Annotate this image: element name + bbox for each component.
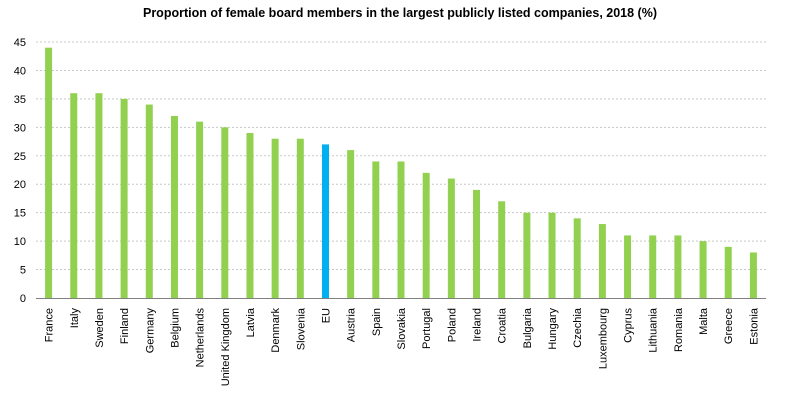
x-category-label: United Kingdom [220,308,232,386]
bar-lithuania [649,235,657,298]
bar-netherlands [196,121,204,299]
bar-ireland [473,189,481,298]
bar-united-kingdom [221,127,229,298]
bar-estonia [749,252,757,298]
bar-malta [699,241,707,298]
y-tick-labels: 0 5 10 15 20 25 30 35 40 45 [14,37,26,305]
x-category-label: Poland [446,308,458,342]
x-category-label: Estonia [748,307,760,345]
bar-poland [447,178,455,298]
bar-cyprus [624,235,632,298]
chart-title: Proportion of female board members in th… [142,6,657,20]
bars [45,47,757,299]
bar-finland [120,98,128,298]
bar-france [45,47,53,298]
x-category-label: Czechia [572,307,584,348]
x-category-label: Greece [723,308,735,344]
y-tick-label: 40 [14,65,26,77]
x-category-label: Ireland [472,308,484,342]
y-tick-label: 5 [20,265,26,277]
bar-croatia [498,201,506,298]
bar-luxembourg [598,224,606,298]
x-category-label: Luxembourg [597,308,609,369]
x-category-label: Romania [673,307,685,352]
x-category-label: Belgium [169,308,181,348]
x-category-label: Hungary [547,308,559,350]
x-category-label: Netherlands [195,308,207,368]
bar-denmark [271,138,279,298]
y-tick-label: 35 [14,94,26,106]
x-category-label: Sweden [94,308,106,348]
x-category-label: Portugal [421,308,433,349]
x-category-label: France [44,308,56,342]
x-category-label: Italy [69,308,81,329]
y-tick-label: 30 [14,122,26,134]
bar-germany [145,104,153,298]
x-category-label: Lithuania [648,307,660,353]
x-category-label: Austria [346,307,358,342]
bar-spain [372,161,380,298]
bar-slovenia [296,138,304,298]
bar-eu [321,144,329,298]
y-tick-label: 15 [14,208,26,220]
y-tick-label: 25 [14,151,26,163]
x-category-label: Denmark [270,308,282,353]
x-category-label: Croatia [497,307,509,343]
x-category-label: Cyprus [623,308,635,343]
y-tick-label: 45 [14,37,26,49]
bar-greece [724,246,732,298]
bar-hungary [548,212,556,298]
x-category-label: Bulgaria [522,307,534,348]
y-tick-label: 0 [20,293,26,305]
x-category-label: Finland [119,308,131,344]
bar-belgium [170,115,178,298]
bar-italy [70,93,78,298]
x-category-label: Spain [371,308,383,336]
bar-portugal [422,172,430,298]
x-category-label: Germany [144,308,156,354]
bar-sweden [95,93,103,298]
x-category-labels: France Italy Sweden Finland Germany Belgium Ne… [44,307,761,386]
bar-austria [347,150,355,298]
y-tick-label: 10 [14,236,26,248]
x-category-label: Malta [698,307,710,335]
bar-slovakia [397,161,405,298]
x-category-label: Slovenia [295,307,307,350]
x-category-label: Latvia [245,307,257,337]
x-category-label: EU [320,308,332,323]
bar-latvia [246,133,254,298]
x-category-label: Slovakia [396,307,408,349]
bar-czechia [573,218,581,298]
bar-romania [674,235,682,298]
bar-bulgaria [523,212,531,298]
y-tick-label: 20 [14,179,26,191]
